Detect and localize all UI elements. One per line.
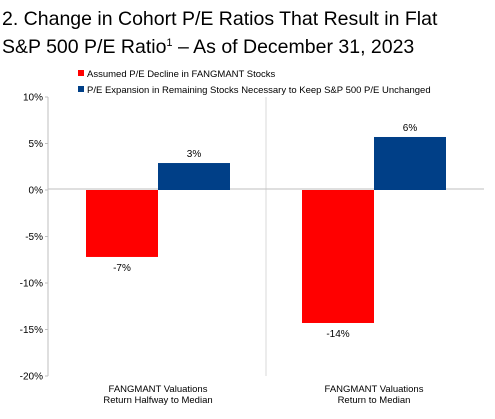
data-label: -7% [113,263,131,274]
y-tick-label: -15% [20,325,43,336]
y-tick-label: -5% [25,232,43,243]
chart-title-line-1: 2. Change in Cohort P/E Ratios That Resu… [2,8,438,30]
y-tick-label: 0% [29,186,44,197]
category-label: Return Halfway to Median [103,395,212,406]
category-label: FANGMANT Valuations [325,384,424,395]
chart-title-line-2-main: S&P 500 P/E Ratio [2,36,167,58]
chart-title-line-2-rest: – As of December 31, 2023 [173,36,415,58]
category-label: Return to Median [338,395,411,406]
y-tick-labels: 10% 5% 0% -5% -10% -15% -20% [20,93,48,383]
chart-title-line-2: S&P 500 P/E Ratio1 – As of December 31, … [2,36,414,58]
y-tick-label: 10% [23,93,43,104]
data-label: 3% [187,149,202,160]
y-tick-label: -10% [20,279,43,290]
bar-fangmant-decline-0 [86,190,158,257]
category-label: FANGMANT Valuations [109,384,208,395]
bar-remaining-expansion-0 [158,163,230,190]
data-labels: -7% -14% 3% 6% [113,123,417,340]
data-label: 6% [403,123,418,134]
legend: Assumed P/E Decline in FANGMANT Stocks P… [78,69,431,96]
legend-swatch-fangmant-decline [78,70,84,76]
bar-remaining-expansion-1 [374,136,446,190]
legend-label-remaining-expansion: P/E Expansion in Remaining Stocks Necess… [87,85,431,96]
y-tick-label: -20% [20,372,43,383]
y-tick-label: 5% [29,139,44,150]
bars [86,136,446,323]
data-label: -14% [326,329,349,340]
chart-title-superscript: 1 [166,37,172,49]
legend-label-fangmant-decline: Assumed P/E Decline in FANGMANT Stocks [87,69,276,80]
legend-swatch-remaining-expansion [78,86,84,92]
bar-fangmant-decline-1 [302,190,374,323]
